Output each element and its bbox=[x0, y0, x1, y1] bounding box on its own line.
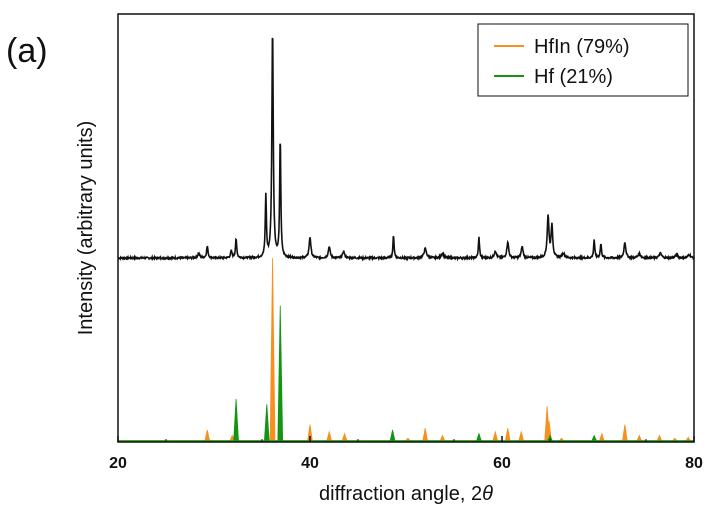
panel-label: (a) bbox=[6, 32, 48, 70]
x-tick-label: 20 bbox=[109, 455, 127, 472]
legend-label-hf: Hf (21%) bbox=[534, 66, 613, 88]
x-tick-label: 40 bbox=[301, 455, 319, 472]
reference-peak bbox=[263, 404, 270, 442]
reference-peak bbox=[636, 434, 643, 442]
plot-frame bbox=[117, 13, 695, 443]
x-axis-label: diffraction angle, 2θ bbox=[319, 483, 493, 505]
x-axis-ticks: 20 40 60 80 bbox=[109, 436, 703, 472]
reference-peak bbox=[598, 432, 605, 442]
reference-peak bbox=[476, 432, 482, 442]
reference-peak bbox=[492, 430, 499, 442]
reference-peak bbox=[389, 429, 396, 442]
legend: HfIn (79%) Hf (21%) bbox=[477, 23, 689, 97]
reference-peak bbox=[269, 257, 276, 442]
reference-peak bbox=[622, 424, 628, 442]
reference-peak bbox=[518, 430, 525, 442]
reference-peak bbox=[277, 305, 284, 442]
reference-peak bbox=[504, 428, 511, 442]
x-tick-label: 80 bbox=[685, 455, 703, 472]
legend-label-hfin: HfIn (79%) bbox=[534, 36, 630, 58]
legend-box bbox=[477, 23, 689, 97]
reference-peak bbox=[326, 430, 333, 442]
series-layer bbox=[117, 37, 695, 442]
series-hf bbox=[118, 305, 694, 442]
reference-peak bbox=[656, 434, 663, 442]
measured-pattern-line bbox=[117, 37, 695, 262]
reference-peak bbox=[591, 434, 598, 442]
y-axis-label: Intensity (arbitrary units) bbox=[75, 121, 97, 336]
reference-peak bbox=[422, 428, 429, 442]
reference-peak bbox=[204, 429, 211, 442]
reference-peak bbox=[439, 434, 446, 442]
x-tick-label: 60 bbox=[493, 455, 511, 472]
reference-peak bbox=[341, 432, 348, 442]
series-hfin bbox=[118, 257, 694, 442]
reference-peak bbox=[233, 398, 239, 442]
